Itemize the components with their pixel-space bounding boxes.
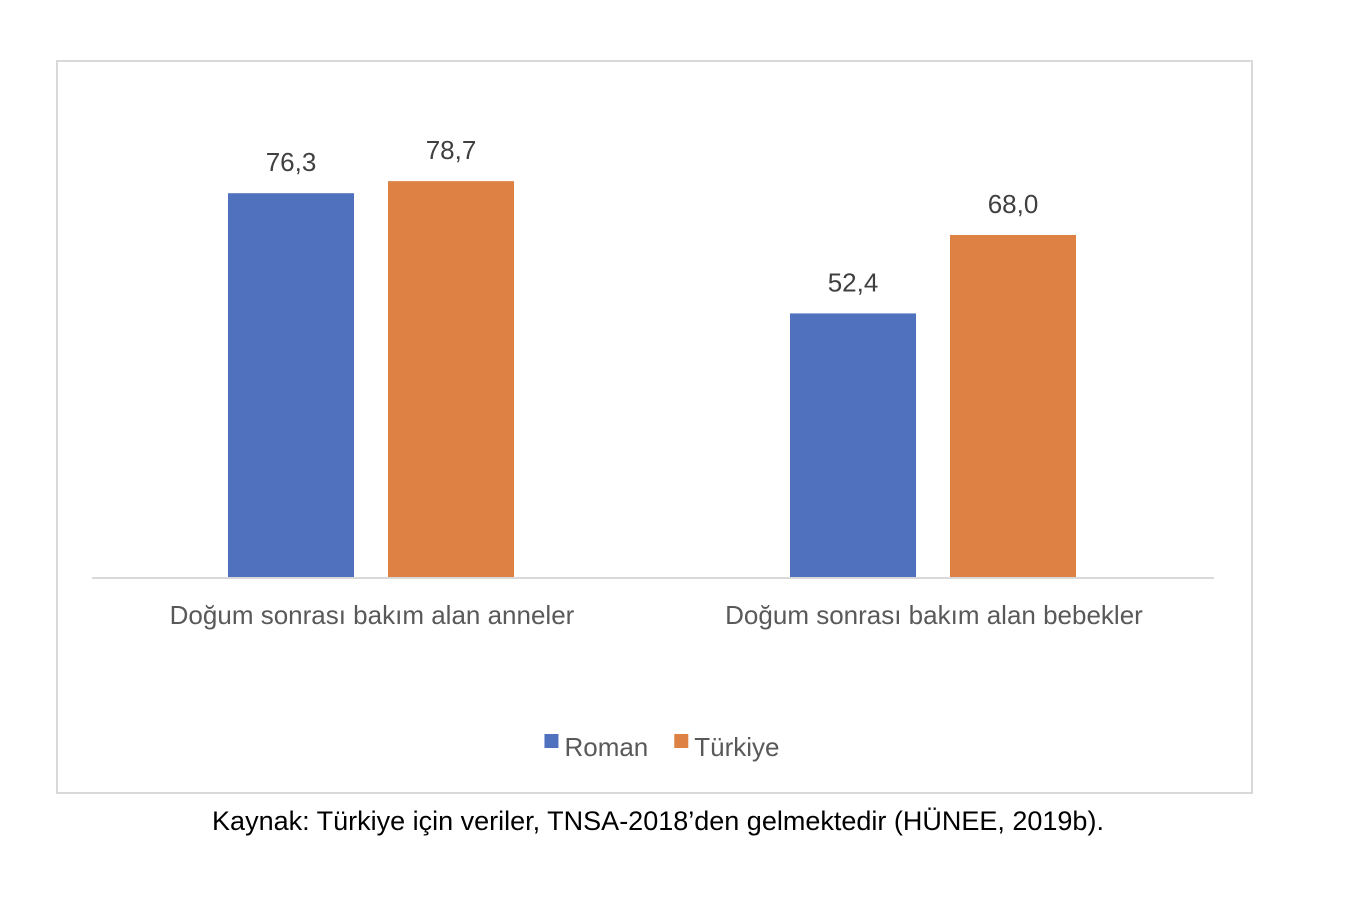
bar-roman-1	[228, 193, 354, 577]
data-label: 78,7	[426, 135, 477, 165]
bars-layer	[228, 181, 1076, 577]
data-label: 76,3	[266, 147, 317, 177]
source-note: Kaynak: Türkiye için veriler, TNSA-2018’…	[212, 806, 1104, 836]
labels-layer: 76,3 78,7 Doğum sonrası bakım alan anneler…	[170, 135, 1144, 630]
bar-t-rkiye-2	[950, 234, 1076, 577]
legend-swatch	[674, 734, 689, 748]
data-label: 68,0	[988, 189, 1039, 219]
bar-chart: 76,3 78,7 Doğum sonrası bakım alan anneler…	[92, 135, 1214, 762]
chart-frame: 76,3 78,7 Doğum sonrası bakım alan anneler…	[56, 60, 1253, 794]
data-label: 52,4	[828, 267, 879, 297]
legend-swatch	[544, 734, 559, 748]
category-label: Doğum sonrası bakım alan anneler	[170, 600, 575, 630]
bar-t-rkiye-1	[388, 181, 514, 577]
bar-roman-2	[790, 313, 916, 577]
legend-label: Roman	[564, 732, 648, 762]
category-label: Doğum sonrası bakım alan bebekler	[725, 600, 1143, 630]
legend-label: Türkiye	[694, 732, 779, 762]
legend: Roman Türkiye	[544, 732, 780, 762]
